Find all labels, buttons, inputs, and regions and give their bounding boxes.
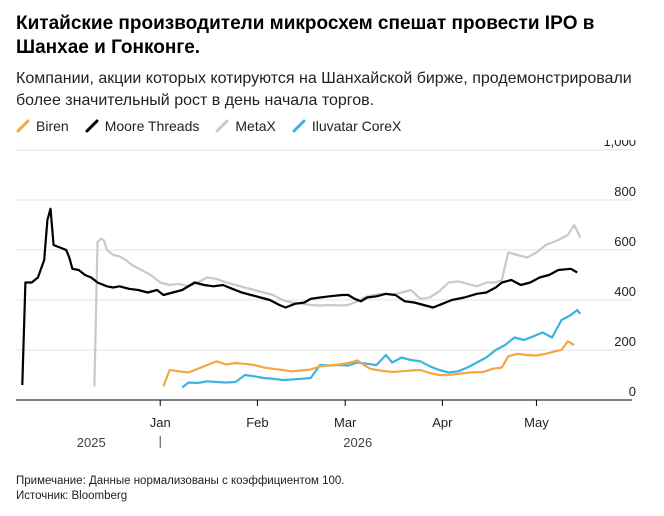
- legend-swatch-icon: [85, 119, 99, 133]
- x-tick-label: Mar: [334, 415, 357, 430]
- grid-lines: [16, 149, 632, 401]
- legend-item-metax[interactable]: MetaX: [215, 118, 276, 134]
- axes: 0 200 400 600 800 1,000 Jan Feb Mar Apr May 2025 202…: [77, 140, 636, 450]
- legend-item-moore-threads[interactable]: Moore Threads: [85, 118, 200, 134]
- legend-swatch-icon: [16, 119, 30, 133]
- legend-label-biren: Biren: [36, 118, 69, 134]
- x-tick-label: May: [524, 415, 549, 430]
- footer: Примечание: Данные нормализованы с коэфф…: [16, 474, 345, 504]
- line-chart: 0 200 400 600 800 1,000 Jan Feb Mar Apr May 2025 202…: [16, 140, 636, 450]
- legend-swatch-moore-threads: [85, 119, 99, 133]
- y-tick-label: 1,000: [603, 140, 636, 149]
- y-tick-label: 400: [614, 284, 636, 299]
- source-note: Источник: Bloomberg: [16, 490, 128, 502]
- x-tick-label: Apr: [432, 415, 453, 430]
- legend-swatch-biren: [16, 119, 30, 133]
- x-tick-label: Jan: [150, 415, 171, 430]
- series-line-moore-threads: [21, 207, 578, 386]
- legend-swatch-metax: [215, 119, 229, 133]
- year-label: 2026: [343, 435, 372, 450]
- chart-subtitle: Компании, акции которых котируются на Ша…: [16, 70, 632, 109]
- legend-label-metax: MetaX: [235, 118, 276, 134]
- y-tick-label: 800: [614, 184, 636, 199]
- legend-label-moore-threads: Moore Threads: [104, 118, 200, 134]
- legend-label-iluvatar-corex: Iluvatar CoreX: [311, 118, 402, 134]
- chart-title: Китайские производители микросхем спешат…: [16, 13, 595, 58]
- y-tick-label: 600: [614, 234, 636, 249]
- legend-item-iluvatar-corex[interactable]: Iluvatar CoreX: [292, 118, 401, 134]
- series-line-metax: [93, 223, 582, 387]
- legend: Biren Moore Threads MetaX Iluvatar CoreX: [16, 118, 401, 134]
- series-lines: [21, 207, 582, 389]
- x-tick-label: Feb: [246, 415, 268, 430]
- legend-swatch-iluvatar-corex: [292, 119, 306, 133]
- year-label: 2025: [77, 435, 106, 450]
- footnote: Примечание: Данные нормализованы с коэфф…: [16, 475, 345, 487]
- legend-item-biren[interactable]: Biren: [16, 118, 69, 134]
- legend-swatch-icon: [215, 119, 229, 133]
- legend-swatch-icon: [292, 119, 306, 133]
- series-line-iluvatar-corex: [181, 308, 582, 389]
- y-tick-label: 0: [629, 384, 636, 399]
- series-line-biren: [162, 340, 575, 387]
- y-tick-label: 200: [614, 334, 636, 349]
